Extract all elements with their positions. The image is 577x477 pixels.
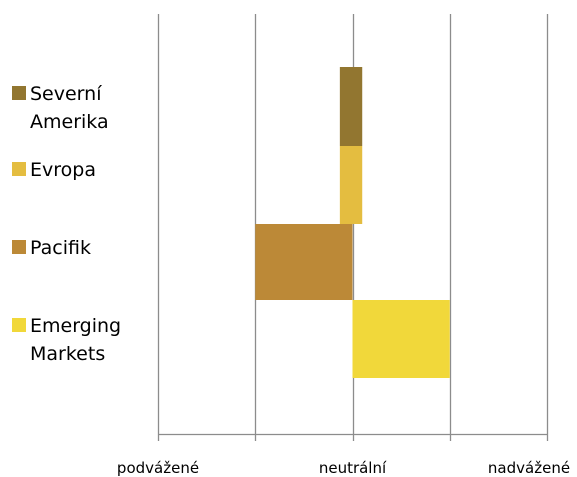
x-tick-label-2: nadvážené (488, 459, 570, 477)
legend-label-pacifik: Pacifik (30, 237, 91, 259)
bar-severni-amerika (339, 67, 363, 146)
bar-emerging-markets (352, 300, 450, 378)
bar-evropa (339, 146, 363, 224)
legend-swatch-evropa (12, 162, 26, 176)
legend-swatch-severni-amerika (12, 86, 26, 100)
legend-item-severni-amerika: Severní Amerika (12, 80, 140, 136)
legend-label-evropa: Evropa (30, 159, 96, 181)
x-tick-label-0: podvážené (117, 459, 199, 477)
legend-label-severni-amerika: Severní Amerika (30, 83, 109, 133)
legend-item-emerging-markets: Emerging Markets (12, 312, 140, 368)
legend-item-evropa: Evropa (12, 156, 150, 184)
bar-pacifik (255, 224, 353, 300)
x-tick-label-1: neutrální (319, 459, 387, 477)
legend-swatch-emerging-markets (12, 318, 26, 332)
legend-label-emerging-markets: Emerging Markets (30, 315, 122, 365)
legend-swatch-pacifik (12, 240, 26, 254)
legend-item-pacifik: Pacifik (12, 234, 150, 262)
